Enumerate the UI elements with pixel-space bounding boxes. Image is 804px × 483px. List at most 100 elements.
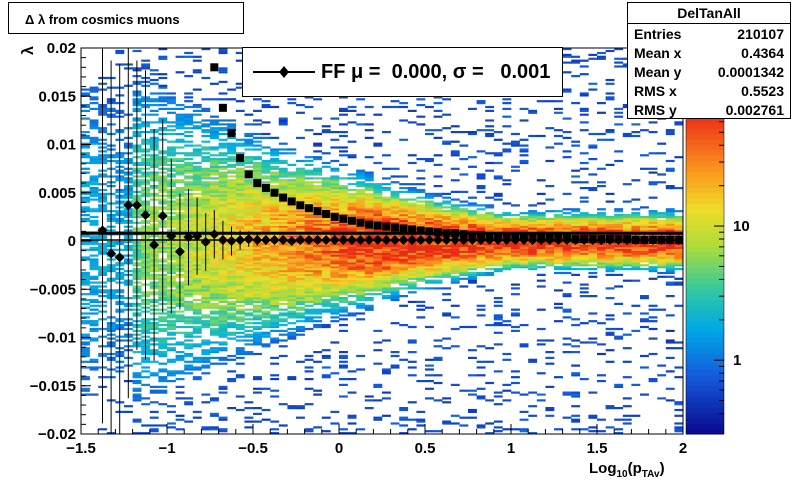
colorbar-cell [686,305,724,312]
diamond-marker [295,235,306,246]
square-marker [218,103,227,112]
square-marker [356,218,365,227]
diamond-marker [312,235,323,246]
square-marker [347,216,356,225]
diamond-marker [235,235,246,246]
colorbar-cell [686,289,724,295]
stats-label: Entries [634,26,682,42]
y-tick-label: 0.005 [38,185,76,202]
diamond-marker [97,225,108,236]
square-marker [304,204,313,213]
diamond-marker [364,235,375,246]
square-marker [666,236,675,245]
diamond-marker [398,235,409,246]
y-tick-label: −0.02 [38,426,76,443]
diamond-marker [200,236,211,247]
square-marker [227,128,236,137]
colorbar-cell [686,294,724,301]
square-marker [261,183,270,192]
colorbar-tick-label: 1 [733,352,741,369]
square-marker [339,214,348,223]
diamond-marker [372,235,383,246]
stats-label: Mean y [634,64,682,80]
colorbar-cell [686,428,724,435]
diamond-marker [192,231,203,242]
square-marker [270,188,279,197]
square-marker [253,179,262,188]
square-marker [631,236,640,245]
colorbar-cell [686,208,724,215]
diamond-marker [114,252,125,263]
square-marker [373,221,382,230]
diamond-marker [260,235,271,246]
square-marker [382,222,391,231]
diamond-marker [321,235,332,246]
colorbar-cell [686,224,724,231]
square-marker [279,193,288,202]
colorbar-cell [686,128,724,134]
stats-row-mean-x: Mean x 0.4364 [634,43,784,63]
stats-box: DelTanAll Entries 210107 Mean x 0.4364 M… [627,2,791,119]
square-marker [416,226,425,235]
diamond-marker [183,232,194,243]
x-tick-label: −1.5 [66,440,96,457]
square-marker [648,236,657,245]
colorbar-cell [686,149,724,156]
colorbar-cell [686,278,724,285]
x-axis-label: Log10(pTAv) [589,460,665,480]
x-tick-label: 2 [679,440,687,457]
colorbar-cell [686,197,724,204]
y-axis-label: λ [20,46,37,55]
square-marker [614,235,623,244]
square-marker [296,201,305,210]
square-marker [545,234,554,243]
x-tick-label: −0.5 [238,440,268,457]
square-marker [640,236,649,245]
y-tick-label: −0.005 [30,281,76,298]
colorbar-cell [686,358,724,365]
colorbar-cell [686,246,724,253]
square-marker [365,220,374,229]
title-box: Δ λ from cosmics muons [8,2,244,34]
square-marker [476,231,485,240]
colorbar-cell [686,380,724,387]
diamond-marker [424,235,435,246]
square-marker [528,233,537,242]
square-marker [468,231,477,240]
square-marker [580,235,589,244]
diamond-marker [209,229,220,240]
colorbar-cell [686,256,724,263]
colorbar-tick-label: 10 [733,218,750,235]
colorbar-cell [686,321,724,328]
square-marker [330,212,339,221]
colorbar-cell [686,417,724,424]
stats-row-rms-y: RMS y 0.002761 [634,100,784,120]
colorbar-cell [686,273,724,279]
square-marker [313,207,322,216]
colorbar-cell [686,240,724,247]
stats-value: 0.0001342 [717,64,784,80]
diamond-marker [450,235,461,246]
x-tick-label: 1 [507,440,515,457]
square-marker [442,229,451,238]
diamond-marker [303,235,314,246]
stats-row-rms-x: RMS x 0.5523 [634,81,784,101]
y-tick-label: −0.01 [38,330,76,347]
x-tick-label: 0.5 [415,440,436,457]
colorbar-cell [686,203,724,210]
colorbar-cell [686,348,724,354]
square-marker [408,225,417,234]
colorbar-cell [686,133,724,140]
square-marker [502,232,511,241]
colorbar-cell [686,407,724,414]
colorbar-cell [686,181,724,188]
diamond-marker [441,235,452,246]
square-marker [554,234,563,243]
colorbar-cell [686,412,724,419]
colorbar-cell [686,138,724,145]
colorbar-cell [686,267,724,274]
stats-label: Mean x [634,45,682,61]
stats-value: 210107 [737,26,784,42]
